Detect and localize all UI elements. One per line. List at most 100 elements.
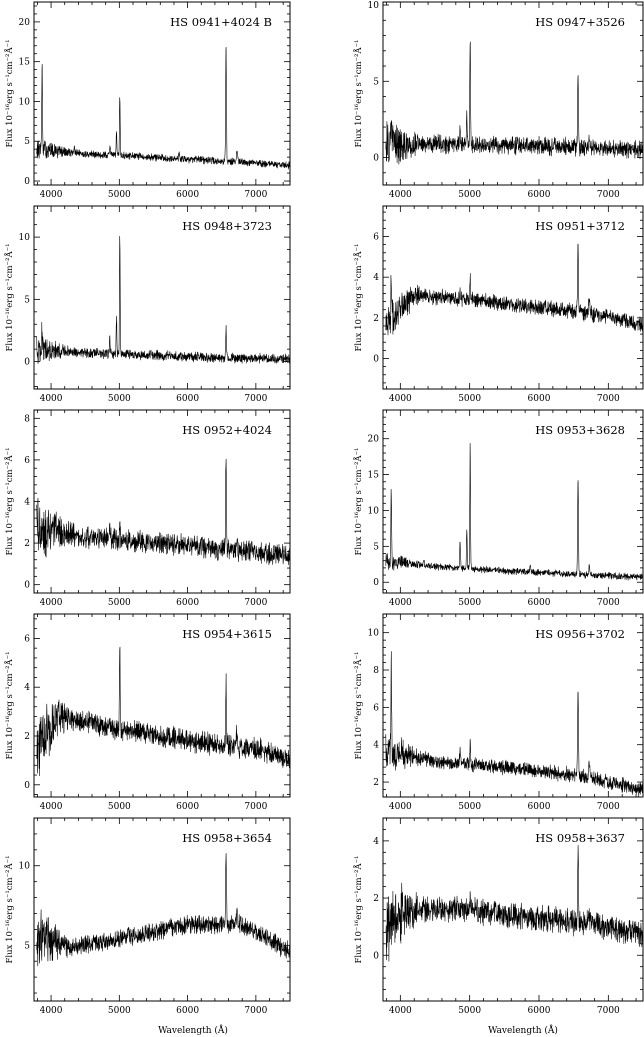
x-tick-label: 7000 [597, 190, 620, 200]
x-tick-label: 6000 [176, 394, 199, 404]
y-tick-label: 2 [24, 732, 30, 742]
y-tick-label: 10 [368, 1, 380, 11]
x-tick-label: 4000 [40, 1006, 63, 1016]
x-tick-label: 5000 [108, 598, 131, 608]
x-tick-label: 7000 [244, 394, 267, 404]
spectrum-panel: 4000 5000 6000 7000 0 5 10 15 20 Flux 10⁻¹⁶erg s⁻… [352, 409, 644, 608]
y-tick-label: 6 [24, 456, 30, 466]
x-tick-label: 5000 [108, 394, 131, 404]
panel-title: HS 0952+4024 [182, 423, 272, 437]
y-tick-label: 0 [373, 578, 379, 588]
x-tick-label: 5000 [108, 190, 131, 200]
x-tick-label: 6000 [176, 598, 199, 608]
y-axis-label: Flux 10⁻¹⁶erg s⁻¹cm⁻²Å⁻¹ [352, 448, 364, 556]
plot-frame [33, 613, 291, 798]
x-tick-label: 4000 [389, 1006, 412, 1016]
x-tick-label: 5000 [458, 1006, 481, 1016]
x-tick-label: 6000 [528, 394, 551, 404]
x-tick-label: 6000 [528, 190, 551, 200]
y-tick-label: 5 [24, 137, 30, 147]
panel-title: HS 0954+3615 [182, 627, 272, 641]
spectrum-panel: 4000 5000 6000 7000 0 2 4 6 8 Flux 10⁻¹⁶erg s⁻¹cm… [3, 409, 291, 608]
x-tick-label: 6000 [176, 802, 199, 812]
x-tick-label: 7000 [597, 598, 620, 608]
y-tick-label: 4 [24, 498, 30, 508]
spectrum-panel: 4000 5000 6000 7000 0 2 4 6 Flux 10⁻¹⁶erg s⁻¹cm⁻… [352, 205, 644, 404]
y-tick-label: 0 [373, 951, 379, 961]
x-tick-label: 5000 [108, 802, 131, 812]
plot-frame [382, 613, 644, 798]
plot-frame [33, 205, 291, 390]
x-tick-label: 6000 [528, 802, 551, 812]
x-tick-label: 7000 [597, 394, 620, 404]
y-tick-label: 2 [24, 539, 30, 549]
x-tick-label: 7000 [597, 1006, 620, 1016]
y-tick-label: 0 [373, 355, 379, 365]
y-tick-label: 8 [24, 414, 30, 424]
y-tick-label: 10 [19, 97, 31, 107]
x-axis-label-left: Wavelength (Å) [158, 1024, 228, 1036]
y-tick-label: 0 [24, 581, 30, 591]
x-tick-label: 7000 [244, 598, 267, 608]
y-tick-label: 4 [373, 837, 379, 847]
x-tick-label: 4000 [40, 394, 63, 404]
panel-title: HS 0951+3712 [535, 219, 625, 233]
y-tick-label: 5 [373, 542, 379, 552]
y-axis-label: Flux 10⁻¹⁶erg s⁻¹cm⁻²Å⁻¹ [3, 244, 15, 352]
spectrum-panel: 4000 5000 6000 7000 0 2 4 Flux 10⁻¹⁶erg s⁻¹cm⁻²… [352, 817, 644, 1016]
y-tick-label: 4 [373, 741, 379, 751]
spectrum-line [385, 651, 643, 797]
spectrum-panel: 4000 5000 6000 7000 5 10 Flux 10⁻¹⁶erg s⁻¹cm⁻²… [3, 817, 291, 1016]
x-tick-label: 7000 [244, 190, 267, 200]
plot-frame [33, 409, 291, 594]
y-axis-label: Flux 10⁻¹⁶erg s⁻¹cm⁻²Å⁻¹ [3, 856, 15, 964]
y-tick-label: 0 [373, 154, 379, 164]
y-tick-label: 2 [373, 894, 379, 904]
spectrum-line [385, 845, 643, 962]
x-tick-label: 6000 [176, 1006, 199, 1016]
y-tick-label: 10 [19, 233, 31, 243]
panel-title: HS 0948+3723 [182, 219, 272, 233]
y-tick-label: 20 [19, 18, 31, 28]
spectrum-line [36, 458, 290, 565]
y-axis-label: Flux 10⁻¹⁶erg s⁻¹cm⁻²Å⁻¹ [352, 652, 364, 760]
y-tick-label: 15 [368, 471, 380, 481]
spectrum-line [36, 46, 290, 170]
y-tick-label: 0 [24, 358, 30, 368]
x-tick-label: 7000 [597, 802, 620, 812]
spectrum-panel: 4000 5000 6000 7000 0 2 4 6 Flux 10⁻¹⁶erg s⁻¹cm⁻… [3, 613, 291, 812]
x-axis-label-right: Wavelength (Å) [488, 1024, 558, 1036]
spectrum-line [385, 41, 643, 165]
plot-frame [382, 205, 644, 390]
x-tick-label: 4000 [389, 598, 412, 608]
y-tick-label: 10 [368, 506, 380, 516]
x-tick-label: 6000 [528, 598, 551, 608]
y-tick-label: 10 [19, 862, 31, 872]
x-tick-label: 4000 [40, 190, 63, 200]
y-axis-label: Flux 10⁻¹⁶erg s⁻¹cm⁻²Å⁻¹ [3, 652, 15, 760]
y-tick-label: 8 [373, 666, 379, 676]
y-tick-label: 5 [373, 77, 379, 87]
panel-title: HS 0947+3526 [535, 15, 625, 29]
y-tick-label: 6 [24, 634, 30, 644]
y-tick-label: 2 [373, 314, 379, 324]
plot-frame [382, 409, 644, 594]
panel-title: HS 0958+3654 [182, 831, 272, 845]
plot-frame [33, 817, 291, 1002]
x-tick-label: 4000 [389, 190, 412, 200]
x-tick-label: 5000 [458, 190, 481, 200]
x-tick-label: 4000 [40, 598, 63, 608]
spectrum-line [36, 236, 290, 364]
x-tick-label: 5000 [458, 802, 481, 812]
y-tick-label: 15 [19, 58, 31, 68]
panel-title: HS 0953+3628 [535, 423, 625, 437]
spectrum-panel: 4000 5000 6000 7000 0 5 10 Flux 10⁻¹⁶erg s⁻¹cm⁻… [3, 205, 291, 404]
y-axis-label: Flux 10⁻¹⁶erg s⁻¹cm⁻²Å⁻¹ [352, 244, 364, 352]
y-tick-label: 5 [24, 941, 30, 951]
x-tick-label: 6000 [528, 1006, 551, 1016]
y-tick-label: 6 [373, 703, 379, 713]
spectrum-line [36, 646, 290, 777]
spectrum-panel: 4000 5000 6000 7000 0 5 10 15 20 Flux 10⁻¹⁶erg s⁻… [3, 1, 291, 200]
